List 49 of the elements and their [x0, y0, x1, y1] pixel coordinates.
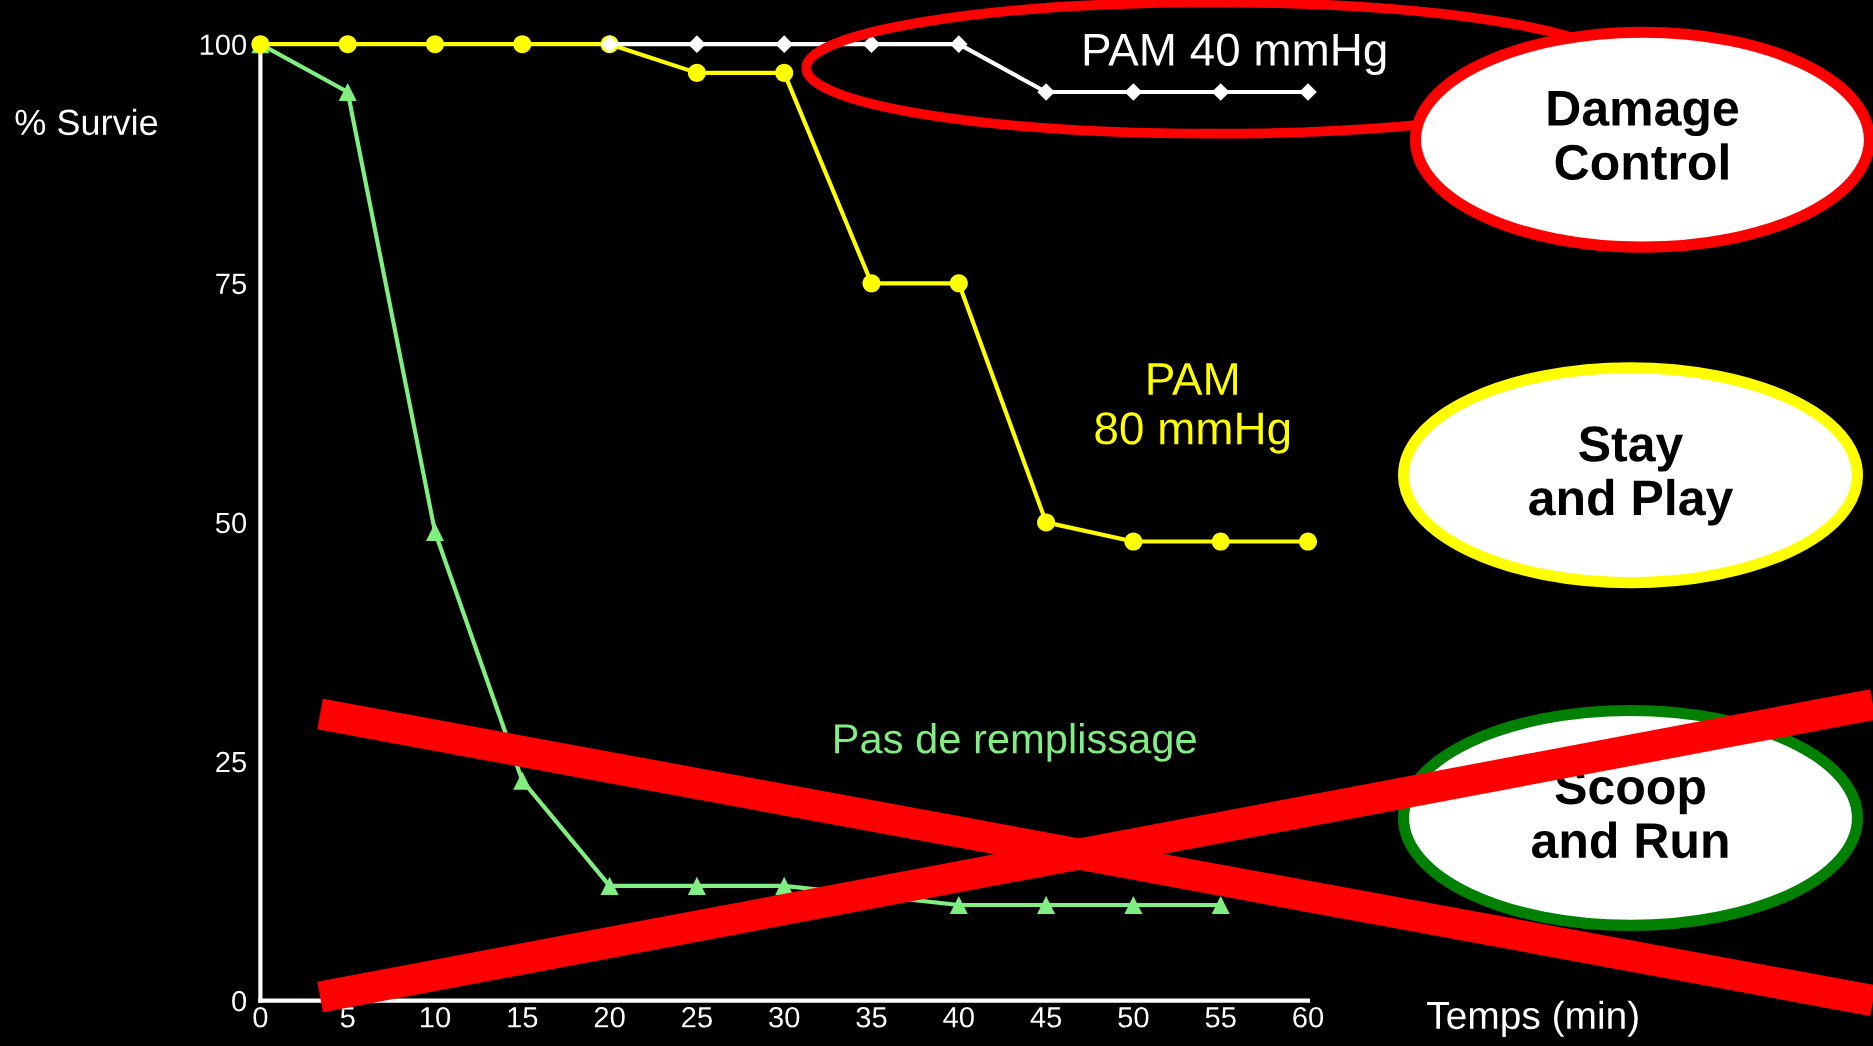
point	[1037, 513, 1056, 532]
point	[513, 771, 532, 790]
point	[1037, 83, 1055, 101]
point	[1124, 895, 1143, 915]
x-tick-label: 60	[1293, 1006, 1324, 1028]
point	[775, 63, 794, 82]
x-tick-label: 10	[421, 1006, 451, 1028]
point	[1299, 83, 1317, 101]
point	[338, 35, 357, 54]
y-tick-label: 0	[232, 990, 247, 1012]
y-tick-label: 100	[200, 34, 247, 56]
point	[687, 63, 706, 82]
text: Stay and Play	[1529, 426, 1734, 526]
point	[338, 82, 357, 102]
x-tick-label: 25	[682, 1006, 712, 1028]
x-tick-label: 30	[769, 1006, 800, 1028]
x-tick-label: 20	[594, 1006, 625, 1028]
x-tick-label: 55	[1205, 1007, 1236, 1028]
point	[513, 35, 532, 54]
point	[687, 876, 706, 895]
x-tick-label: 15	[508, 1007, 538, 1028]
point	[949, 274, 968, 293]
point	[1124, 532, 1143, 551]
series-label: PAM 80 mmHg	[1095, 363, 1290, 454]
point	[425, 35, 445, 54]
point	[1298, 532, 1318, 551]
x-tick-label: 40	[943, 1006, 974, 1028]
y-tick-label: 75	[216, 273, 246, 295]
x-tick-label: 5	[340, 1007, 355, 1028]
text: Pas de remplissage	[835, 722, 1196, 762]
x-tick-label: 45	[1030, 1007, 1062, 1028]
y-tick-label: 25	[216, 751, 246, 773]
point	[862, 274, 881, 293]
point	[600, 876, 619, 895]
point	[949, 895, 968, 915]
point	[425, 522, 445, 541]
x-axis-title: Temps (min)	[1427, 1000, 1638, 1037]
x-tick-label: 0	[253, 1006, 268, 1028]
x-tick-label: 50	[1118, 1006, 1149, 1028]
series-label: PAM 40 mmHg	[1084, 33, 1386, 76]
x-tick-label: 35	[856, 1006, 887, 1028]
text: Damage Control	[1548, 91, 1739, 181]
y-axis-title: % Survie	[15, 108, 158, 136]
point	[862, 35, 881, 54]
y-tick-label: 50	[215, 512, 247, 534]
point	[1037, 895, 1056, 915]
point	[1211, 532, 1230, 551]
point	[1211, 895, 1230, 915]
point	[688, 35, 706, 54]
